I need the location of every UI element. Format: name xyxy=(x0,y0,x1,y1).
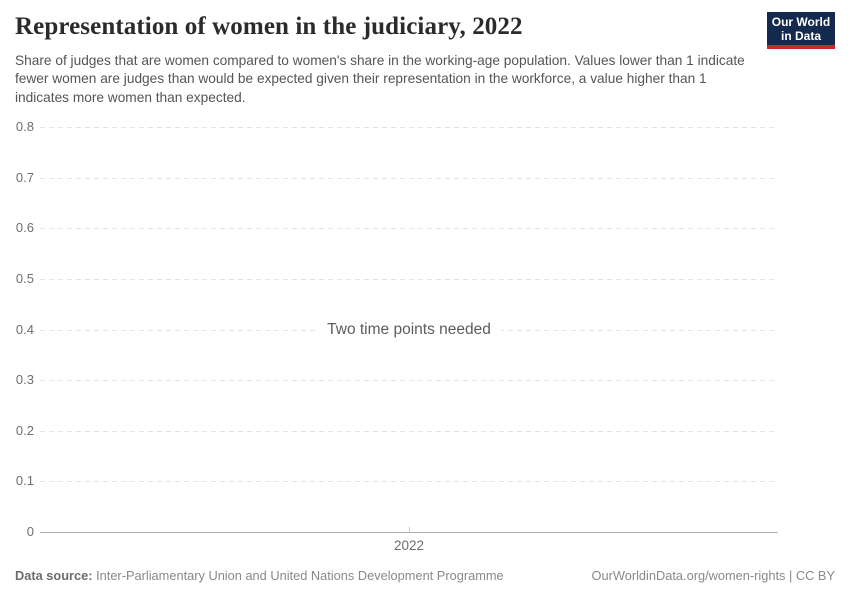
y-axis-tick-label: 0.2 xyxy=(15,422,34,438)
y-gridline xyxy=(40,430,778,432)
owid-logo: Our World in Data xyxy=(767,12,835,49)
x-axis-tick-label: 2022 xyxy=(393,538,425,553)
data-source-label: Data source: xyxy=(15,568,93,583)
y-axis-tick-label: 0.4 xyxy=(15,321,34,337)
owid-logo-line-2: in Data xyxy=(780,29,821,43)
y-axis-tick-label: 0.3 xyxy=(15,372,34,388)
footer: Data source: Inter-Parliamentary Union a… xyxy=(15,568,835,583)
y-axis-tick-label: 0.1 xyxy=(15,473,34,489)
y-gridline xyxy=(40,228,778,230)
y-gridline xyxy=(40,481,778,483)
x-axis-tick xyxy=(409,527,410,532)
empty-chart-message: Two time points needed xyxy=(317,318,501,341)
attribution-link[interactable]: OurWorldinData.org/women-rights | CC BY xyxy=(591,568,835,583)
data-source-text: Inter-Parliamentary Union and United Nat… xyxy=(92,568,504,583)
data-source-note: Data source: Inter-Parliamentary Union a… xyxy=(15,568,504,583)
y-axis-tick-label: 0 xyxy=(26,524,34,539)
y-axis-tick-label: 0.5 xyxy=(15,270,34,286)
chart-subtitle: Share of judges that are women compared … xyxy=(15,53,745,105)
y-gridline xyxy=(40,380,778,382)
owid-logo-line-1: Our World xyxy=(771,15,831,29)
x-axis-line xyxy=(40,532,778,533)
y-gridline xyxy=(40,278,778,280)
y-axis-tick-label: 0.6 xyxy=(15,220,34,236)
y-axis-tick-label: 0.8 xyxy=(15,119,34,134)
chart-title: Representation of women in the judiciary… xyxy=(15,13,523,40)
y-gridline xyxy=(40,177,778,179)
y-axis-tick-label: 0.7 xyxy=(15,169,34,185)
y-gridline xyxy=(40,127,778,128)
